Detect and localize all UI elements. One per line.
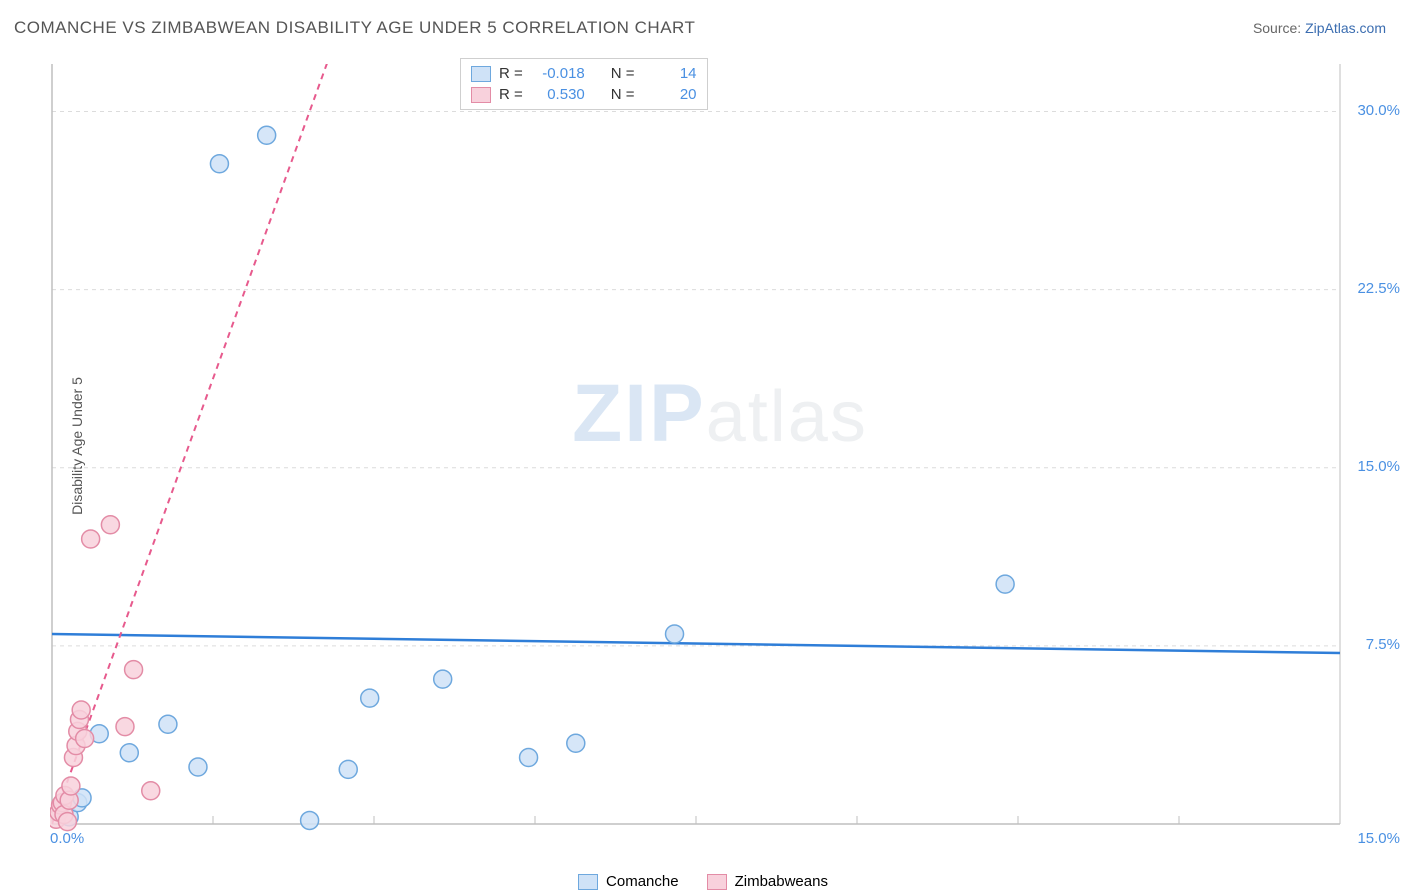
source-attribution: Source: ZipAtlas.com: [1253, 20, 1386, 36]
y-tick-label: 30.0%: [1357, 102, 1400, 119]
legend-swatch: [471, 66, 491, 82]
chart-svg: [50, 54, 1390, 854]
source-label: Source:: [1253, 20, 1301, 36]
stats-legend: R = -0.018 N = 14 R = 0.530 N = 20: [460, 58, 708, 110]
n-label: N =: [611, 65, 635, 82]
legend-item: Zimbabweans: [707, 873, 828, 890]
stats-legend-row: R = -0.018 N = 14: [471, 63, 697, 84]
r-value: 0.530: [531, 86, 585, 103]
x-tick-label: 0.0%: [50, 830, 84, 847]
plot-area: ZIPatlas: [50, 54, 1390, 854]
chart-container: COMANCHE VS ZIMBABWEAN DISABILITY AGE UN…: [0, 0, 1406, 892]
x-tick-label: 15.0%: [1357, 830, 1400, 847]
legend-swatch: [707, 874, 727, 890]
n-label: N =: [611, 86, 635, 103]
n-value: 20: [643, 86, 697, 103]
legend-item: Comanche: [578, 873, 679, 890]
r-label: R =: [499, 65, 523, 82]
stats-legend-row: R = 0.530 N = 20: [471, 84, 697, 105]
r-value: -0.018: [531, 65, 585, 82]
y-tick-label: 22.5%: [1357, 280, 1400, 297]
r-label: R =: [499, 86, 523, 103]
legend-swatch: [471, 87, 491, 103]
legend-swatch: [578, 874, 598, 890]
source-link[interactable]: ZipAtlas.com: [1305, 20, 1386, 36]
legend-label: Comanche: [606, 873, 679, 890]
series-legend: Comanche Zimbabweans: [0, 873, 1406, 890]
y-tick-label: 7.5%: [1366, 636, 1400, 653]
y-tick-label: 15.0%: [1357, 458, 1400, 475]
chart-title: COMANCHE VS ZIMBABWEAN DISABILITY AGE UN…: [14, 18, 695, 38]
legend-label: Zimbabweans: [735, 873, 828, 890]
n-value: 14: [643, 65, 697, 82]
